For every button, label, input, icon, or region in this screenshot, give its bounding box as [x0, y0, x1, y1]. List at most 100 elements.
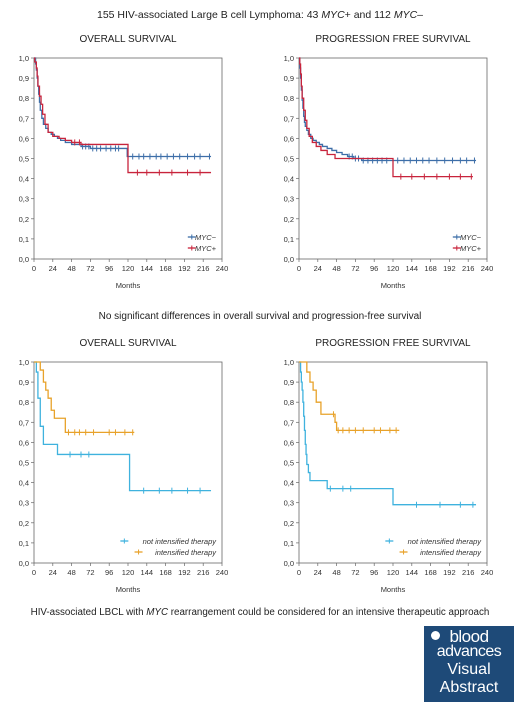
plot-area	[298, 361, 488, 564]
y-tick-label: 1,0	[19, 54, 29, 63]
series-line-2	[34, 57, 212, 174]
bottom-part: rearrangement could be considered for an…	[168, 607, 490, 618]
series-line-1	[34, 57, 212, 158]
legend-label: not intensified therapy	[143, 537, 218, 546]
bottom-myc-italic: MYC	[146, 607, 169, 618]
series-line-1	[299, 361, 477, 506]
x-tick-label: 144	[141, 568, 154, 577]
x-tick-label: 0	[32, 264, 36, 273]
y-tick-label: 1,0	[284, 54, 294, 63]
x-tick-label: 240	[481, 568, 494, 577]
chart-panel-3: OVERALL SURVIVAL 0,0 0,1 0,2 0,3 0,4 0,5 0,6 0,7…	[19, 338, 229, 594]
legend-label: intensified therapy	[420, 548, 482, 557]
y-tick-label: 0,9	[19, 74, 29, 83]
y-tick-label: 0,8	[19, 398, 29, 407]
series-line-1	[34, 361, 212, 492]
y-tick-label: 0,2	[19, 215, 29, 224]
y-tick-label: 0,6	[19, 438, 29, 447]
y-tick-label: 0,8	[284, 398, 294, 407]
x-tick-label: 0	[32, 568, 36, 577]
x-tick-label: 24	[49, 264, 57, 273]
chart-title: PROGRESSION FREE SURVIVAL	[315, 34, 471, 45]
bottom-conclusion: HIV-associated LBCL with MYC rearrangeme…	[0, 607, 520, 618]
x-axis-label: Months	[116, 281, 141, 290]
x-tick-label: 48	[67, 264, 75, 273]
y-tick-label: 0,9	[284, 378, 294, 387]
x-tick-label: 216	[197, 264, 210, 273]
x-tick-label: 144	[406, 568, 419, 577]
x-tick-label: 48	[332, 568, 340, 577]
y-tick-label: 0,4	[284, 175, 294, 184]
x-tick-label: 240	[216, 264, 229, 273]
middle-conclusion: No significant differences in overall su…	[98, 311, 422, 322]
x-tick-label: 96	[105, 264, 113, 273]
x-tick-label: 168	[159, 568, 172, 577]
y-tick-label: 0,7	[19, 418, 29, 427]
x-tick-label: 168	[424, 568, 437, 577]
x-tick-label: 192	[178, 264, 191, 273]
logo-line-4: Abstract	[439, 679, 499, 696]
x-tick-label: 120	[122, 264, 135, 273]
x-tick-label: 216	[197, 568, 210, 577]
x-tick-label: 48	[332, 264, 340, 273]
x-tick-label: 192	[178, 568, 191, 577]
title-myc-italic: MYC	[321, 9, 345, 21]
y-tick-label: 0,7	[284, 418, 294, 427]
title-part: –	[417, 9, 423, 21]
blood-advances-logo: blood advances Visual Abstract	[424, 626, 514, 702]
x-tick-label: 72	[86, 568, 94, 577]
x-tick-label: 240	[216, 568, 229, 577]
x-axis-label: Months	[381, 281, 406, 290]
y-tick-label: 0,4	[19, 175, 29, 184]
y-tick-label: 0,7	[284, 114, 294, 123]
y-tick-label: 0,1	[284, 539, 294, 548]
y-tick-label: 1,0	[284, 358, 294, 367]
x-tick-label: 72	[351, 264, 359, 273]
x-tick-label: 216	[462, 568, 475, 577]
legend-label: MYC−	[195, 233, 217, 242]
logo-line-1: blood	[449, 627, 489, 646]
x-tick-label: 0	[297, 568, 301, 577]
y-tick-label: 1,0	[19, 358, 29, 367]
legend-label: MYC+	[460, 244, 482, 253]
series-line-2	[299, 361, 400, 431]
y-tick-label: 0,5	[284, 155, 294, 164]
y-tick-label: 0,3	[19, 499, 29, 508]
logo-line-2: advances	[436, 643, 502, 660]
x-tick-label: 24	[314, 568, 322, 577]
x-axis-label: Months	[381, 585, 406, 594]
legend-label: intensified therapy	[155, 548, 217, 557]
x-tick-label: 96	[370, 568, 378, 577]
x-tick-label: 120	[387, 568, 400, 577]
x-tick-label: 240	[481, 264, 494, 273]
series-line-2	[34, 361, 135, 433]
x-tick-label: 48	[67, 568, 75, 577]
series-line-2	[299, 57, 473, 178]
y-tick-label: 0,6	[19, 134, 29, 143]
y-tick-label: 0,3	[19, 195, 29, 204]
chart-title: OVERALL SURVIVAL	[79, 338, 177, 349]
series-line-1	[299, 57, 477, 162]
chart-title: OVERALL SURVIVAL	[79, 34, 177, 45]
plot-area	[33, 361, 223, 564]
y-tick-label: 0,0	[284, 255, 294, 264]
chart-panel-4: PROGRESSION FREE SURVIVAL 0,0 0,1 0,2 0,3 0,4…	[284, 338, 494, 594]
x-tick-label: 0	[297, 264, 301, 273]
bottom-part: HIV-associated LBCL with	[30, 607, 147, 618]
y-tick-label: 0,7	[19, 114, 29, 123]
y-tick-label: 0,5	[19, 155, 29, 164]
x-tick-label: 96	[370, 264, 378, 273]
x-tick-label: 72	[351, 568, 359, 577]
y-tick-label: 0,9	[284, 74, 294, 83]
x-tick-label: 168	[424, 264, 437, 273]
y-tick-label: 0,6	[284, 134, 294, 143]
title-myc-italic: MYC	[393, 9, 418, 21]
y-tick-label: 0,3	[284, 499, 294, 508]
chart-panel-1: OVERALL SURVIVAL 0,0 0,1 0,2 0,3 0,4 0,5 0,6 0,7…	[19, 34, 229, 290]
y-tick-label: 0,5	[284, 459, 294, 468]
legend-label: not intensified therapy	[408, 537, 483, 546]
y-tick-label: 0,1	[284, 235, 294, 244]
y-tick-label: 0,2	[284, 215, 294, 224]
logo-dot-icon	[431, 631, 440, 640]
x-tick-label: 192	[443, 264, 456, 273]
